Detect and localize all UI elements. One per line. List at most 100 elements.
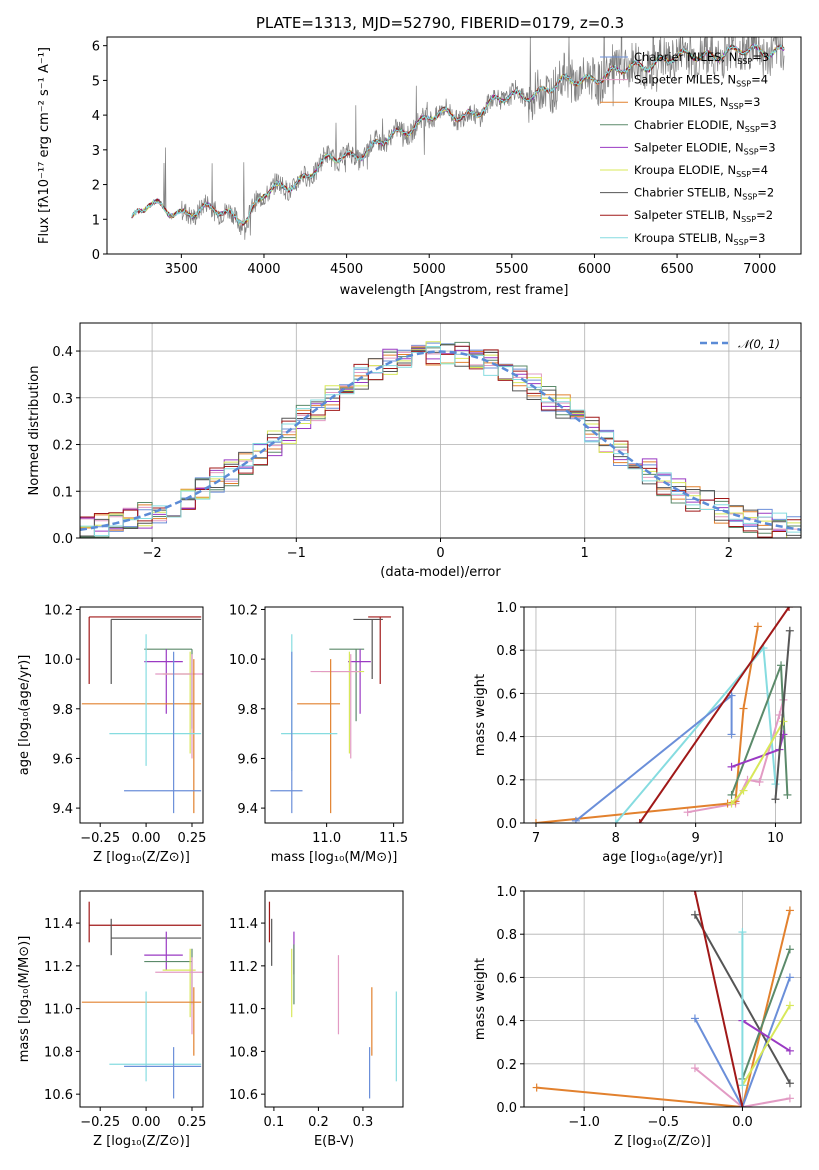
legend-entry-sub: SSP — [734, 238, 749, 247]
y-tick-label: 11.2 — [44, 960, 73, 975]
plot-area — [531, 607, 794, 823]
x-tick-label: −0.25 — [80, 1115, 120, 1130]
legend-entry-count: =3 — [744, 95, 761, 109]
legend-entry-count: =4 — [751, 163, 768, 177]
x-tick-label: 0 — [436, 546, 444, 561]
y-tick-label: 0.3 — [52, 392, 73, 407]
y-tick-label: 0.4 — [496, 731, 517, 746]
x-tick-label: 5000 — [413, 262, 446, 277]
legend-entry-sub: SSP — [729, 102, 744, 111]
x-tick-label: 6000 — [578, 262, 611, 277]
y-axis-label: mass weight — [473, 958, 488, 1040]
age-vs-metallicity-panel: −0.25 0.00 0.25 9.4 9.6 9.8 10.0 10.2 Z [log₁₀(Z… — [17, 603, 206, 865]
y-tick-label: 0.0 — [496, 817, 517, 832]
legend-entry-count: =3 — [760, 118, 777, 132]
massweight-vs-age-panel: 7 8 9 10 0.0 0.2 0.4 0.6 0.8 1.0 age [log₁₀(age/yr… — [473, 601, 802, 865]
y-tick-label: 1.0 — [496, 601, 517, 616]
legend-entry: Kroupa ELODIE, NSSP=4 — [634, 163, 768, 179]
x-axis-label: Z [log₁₀(Z/Z⊙)] — [614, 1134, 711, 1149]
y-tick-label: 9.4 — [52, 802, 73, 817]
y-tick-label: 0.2 — [496, 1058, 517, 1073]
y-axis-label: mass weight — [473, 674, 488, 756]
y-tick-label: 9.8 — [237, 703, 258, 718]
x-tick-label: 0.25 — [178, 1115, 207, 1130]
plot-area — [80, 341, 801, 538]
y-tick-label: 10.8 — [229, 1045, 258, 1060]
y-tick-label: 0.0 — [496, 1101, 517, 1116]
legend-entry: Chabrier STELIB, NSSP=2 — [634, 186, 774, 202]
residual-histogram — [80, 345, 801, 538]
y-tick-label: 11.4 — [229, 917, 258, 932]
plot-area — [532, 891, 794, 1107]
mass-vs-metallicity-panel: −0.25 0.00 0.25 10.6 10.8 11.0 11.2 11.4 Z [log₁… — [17, 890, 207, 1149]
x-tick-label: 3500 — [165, 262, 198, 277]
y-axis-label: Flux [fλ10⁻¹⁷ erg cm⁻² s⁻¹ A⁻¹] — [37, 47, 52, 244]
legend-entry-count: =4 — [751, 73, 768, 87]
legend-entry-name: Kroupa ELODIE, N — [634, 163, 736, 177]
y-axis-label: age [log₁₀(age/yr)] — [17, 655, 32, 776]
x-tick-label: 7 — [532, 831, 540, 846]
observed-spectrum-line — [131, 37, 785, 240]
massweight-vs-metallicity-panel: −1.0 −0.5 0.0 0.0 0.2 0.4 0.6 0.8 1.0 Z [log₁₀(Z/… — [473, 885, 802, 1149]
plot-area — [81, 901, 203, 1099]
plot-area — [270, 616, 391, 814]
x-tick-label: −1 — [287, 546, 306, 561]
legend-entry-sub: SSP — [745, 125, 760, 134]
x-tick-label: 0.0 — [732, 1115, 753, 1130]
x-tick-label: 6500 — [661, 262, 694, 277]
legend-entry-sub: SSP — [742, 193, 757, 202]
weight-series-line — [741, 1019, 791, 1052]
legend-entry-sub: SSP — [737, 57, 752, 66]
y-tick-label: 10.6 — [229, 1088, 258, 1103]
model-spectrum-line — [131, 43, 785, 226]
y-tick-label: 0.2 — [52, 439, 73, 454]
plot-area — [81, 616, 203, 814]
y-tick-label: 0.6 — [496, 687, 517, 702]
y-tick-label: 0.4 — [52, 345, 73, 360]
y-tick-label: 5 — [92, 74, 100, 89]
x-tick-label: 11.0 — [312, 831, 341, 846]
x-tick-label: 5500 — [495, 262, 528, 277]
axes-frame — [523, 606, 802, 824]
legend-entry-sub: SSP — [741, 215, 756, 224]
x-tick-label: 0.25 — [178, 831, 207, 846]
legend-entry-sub: SSP — [736, 80, 751, 89]
x-axis-label: Z [log₁₀(Z/Z⊙)] — [93, 850, 190, 865]
x-axis-label: wavelength [Angstrom, rest frame] — [340, 283, 569, 298]
y-tick-label: 0.0 — [52, 532, 73, 547]
x-tick-label: 4000 — [247, 262, 280, 277]
legend-entry-count: =3 — [759, 140, 776, 154]
x-axis-label: E(B-V) — [314, 1134, 354, 1149]
weight-series-line — [694, 977, 791, 1107]
spectrum-title: PLATE=1313, MJD=52790, FIBERID=0179, z=0… — [256, 14, 624, 32]
weight-series-line — [741, 948, 791, 1080]
x-tick-label: 8 — [612, 831, 620, 846]
legend-entry-name: Kroupa STELIB, N — [634, 231, 734, 245]
x-tick-label: −0.5 — [648, 1115, 680, 1130]
x-axis-label: (data-model)/error — [380, 565, 501, 580]
legend-entry: 𝒩(0, 1) — [738, 337, 780, 351]
legend-entry: Salpeter ELODIE, NSSP=3 — [634, 140, 776, 156]
y-tick-label: 11.4 — [44, 917, 73, 932]
legend-entry-count: =3 — [749, 231, 766, 245]
y-tick-label: 11.0 — [229, 1003, 258, 1018]
legend-entry-name: Salpeter STELIB, N — [634, 208, 741, 222]
y-tick-label: 0 — [92, 248, 100, 263]
plot-area — [268, 901, 397, 1099]
y-tick-label: 9.6 — [237, 752, 258, 767]
x-tick-label: 0.1 — [264, 1115, 285, 1130]
legend-entry-count: =2 — [756, 208, 773, 222]
x-tick-label: 4500 — [330, 262, 363, 277]
y-tick-label: 0.4 — [496, 1015, 517, 1030]
weight-series-line — [638, 607, 790, 823]
y-tick-label: 10.8 — [44, 1045, 73, 1060]
axes-frame — [264, 606, 404, 824]
y-tick-label: 10.0 — [229, 653, 258, 668]
x-tick-label: 9 — [691, 831, 699, 846]
legend-entry-name: Chabrier MILES, N — [634, 50, 737, 64]
x-tick-label: −1.0 — [568, 1115, 600, 1130]
legend-entry: Chabrier MILES, NSSP=3 — [634, 50, 769, 66]
y-tick-label: 1.0 — [496, 885, 517, 900]
x-tick-label: 0.3 — [353, 1115, 374, 1130]
